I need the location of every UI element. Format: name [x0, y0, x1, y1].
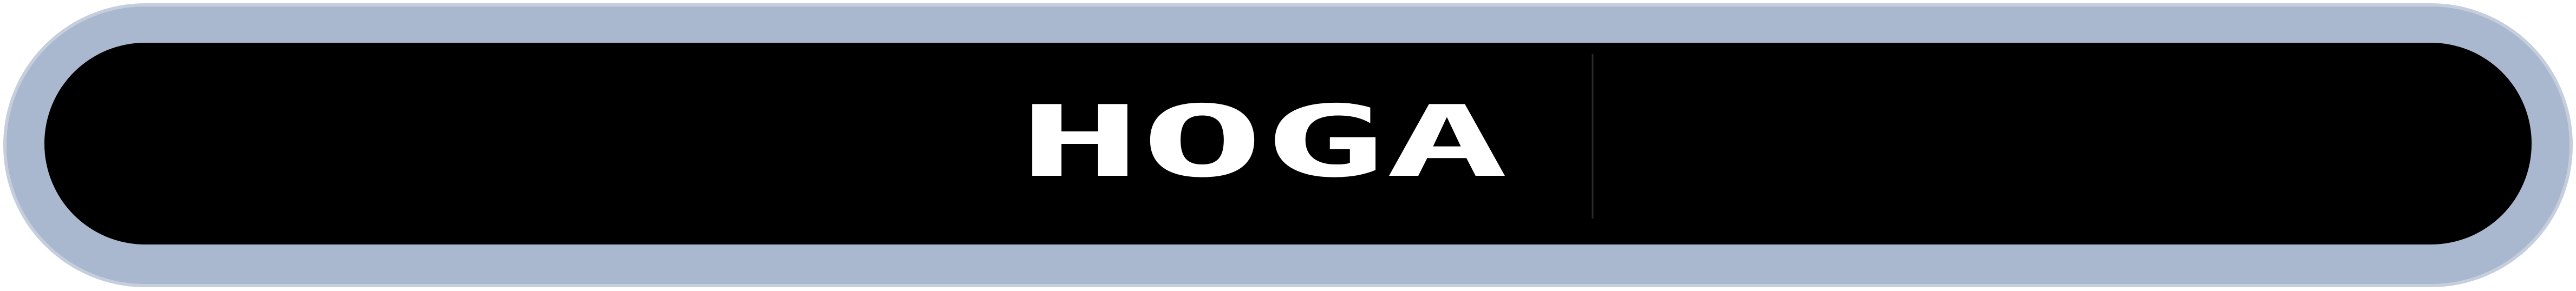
- logo-text: HOGA: [1019, 84, 1508, 199]
- inner-panel: [44, 43, 2532, 244]
